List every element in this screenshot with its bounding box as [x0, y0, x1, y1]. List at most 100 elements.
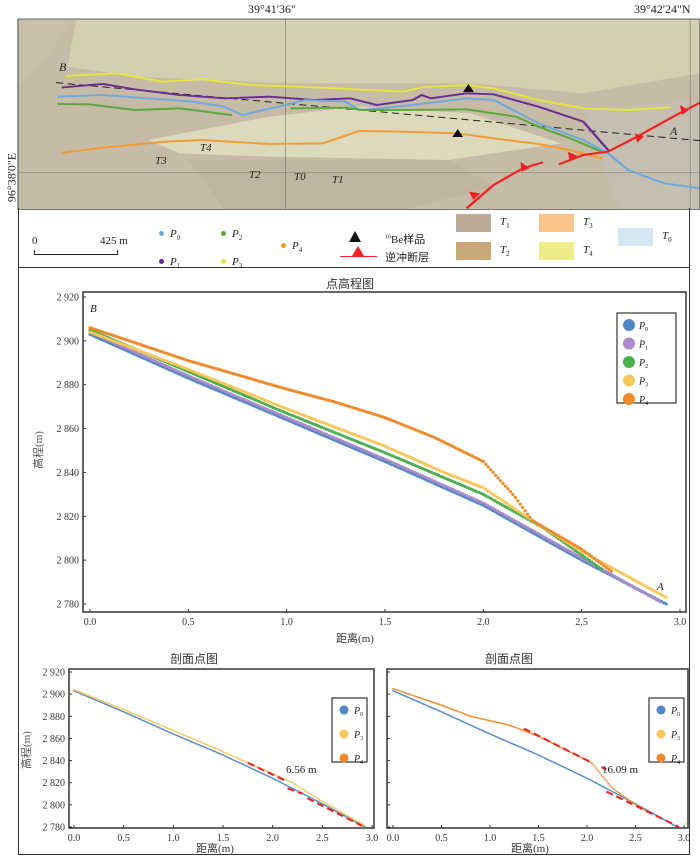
data-point: [390, 418, 394, 422]
data-point: [420, 697, 422, 700]
data-point: [327, 398, 331, 402]
data-point: [406, 461, 410, 465]
data-point: [374, 413, 378, 417]
data-point: [573, 554, 577, 558]
data-point: [580, 756, 583, 759]
data-point: [528, 515, 532, 520]
data-point: [278, 404, 282, 408]
data-point: [334, 400, 338, 404]
data-point: [544, 536, 549, 541]
data-point: [135, 351, 139, 355]
legend-marker: [339, 753, 349, 763]
chart-title: 剖面点图: [170, 652, 219, 666]
data-point: [299, 412, 303, 416]
data-point: [446, 488, 450, 492]
terrace-swatch: [618, 228, 653, 246]
data-point: [465, 494, 469, 498]
data-point: [130, 349, 134, 353]
data-point: [338, 441, 343, 445]
data-point: [561, 548, 565, 552]
data-point: [309, 793, 312, 795]
data-point: [111, 333, 115, 338]
data-point: [540, 524, 544, 528]
be-sample-label: Be样品: [391, 234, 426, 246]
data-point: [595, 564, 599, 568]
data-point: [414, 699, 416, 702]
data-point: [190, 737, 192, 739]
data-point: [543, 757, 546, 759]
x-tick-label: 1.5: [532, 833, 545, 844]
terrace-map: [17, 18, 700, 210]
chart-legend: P0 P3 P4: [648, 697, 685, 766]
data-point: [146, 358, 151, 362]
data-point: [198, 362, 202, 366]
data-point: [249, 393, 254, 397]
y-tick-label: 2 800: [43, 800, 66, 811]
data-point: [322, 803, 325, 806]
data-point: [470, 724, 472, 727]
data-point: [435, 467, 439, 471]
data-point: [191, 737, 194, 740]
data-point: [392, 448, 396, 452]
data-point: [493, 735, 496, 737]
data-point: [607, 782, 610, 785]
data-point: [327, 423, 331, 427]
data-point: [278, 413, 282, 417]
data-point: [416, 459, 420, 463]
data-point: [187, 739, 190, 742]
data-point: [322, 431, 326, 436]
data-point: [145, 718, 148, 721]
x-tick-label: 3.0: [366, 833, 379, 844]
data-point: [406, 696, 409, 699]
data-point: [255, 769, 257, 772]
data-point: [357, 440, 361, 444]
data-point: [343, 813, 346, 815]
data-point: [160, 727, 163, 730]
data-point: [345, 815, 347, 818]
y-tick-label: 2 860: [57, 424, 80, 435]
data-point: [249, 401, 254, 405]
data-point: [530, 732, 533, 735]
data-point: [481, 729, 484, 732]
data-point: [249, 396, 254, 400]
series-P4: [88, 326, 613, 573]
legend-label: P3: [670, 730, 680, 742]
data-point: [215, 747, 218, 750]
data-point: [518, 728, 521, 730]
data-point: [261, 772, 263, 775]
data-point: [252, 768, 255, 770]
data-point: [230, 754, 233, 757]
data-point: [561, 545, 565, 550]
data-point: [428, 464, 432, 468]
data-point: [446, 713, 449, 716]
data-point: [567, 768, 569, 770]
point-label: B: [90, 303, 97, 315]
data-point: [517, 727, 519, 730]
data-point: [547, 759, 550, 761]
data-point: [231, 385, 235, 389]
data-point: [97, 698, 99, 701]
data-point: [136, 717, 139, 719]
data-point: [498, 510, 502, 514]
data-point: [207, 747, 209, 750]
data-point: [151, 720, 154, 723]
data-point: [145, 721, 148, 723]
data-point: [612, 791, 615, 794]
data-point: [158, 724, 161, 726]
legend-marker: [623, 393, 635, 405]
data-point: [254, 395, 258, 399]
data-point: [293, 782, 295, 785]
data-point: [553, 761, 556, 764]
data-point: [95, 335, 99, 339]
data-point: [310, 422, 314, 426]
y-tick-label: 2 780: [57, 600, 80, 611]
data-point: [456, 718, 459, 721]
data-point: [73, 688, 75, 691]
data-point: [611, 787, 614, 790]
data-point: [615, 792, 618, 795]
x-axis-label: 距离(m): [511, 841, 549, 855]
data-point: [232, 759, 235, 761]
data-point: [431, 701, 434, 704]
legend-label: P0: [353, 706, 363, 718]
